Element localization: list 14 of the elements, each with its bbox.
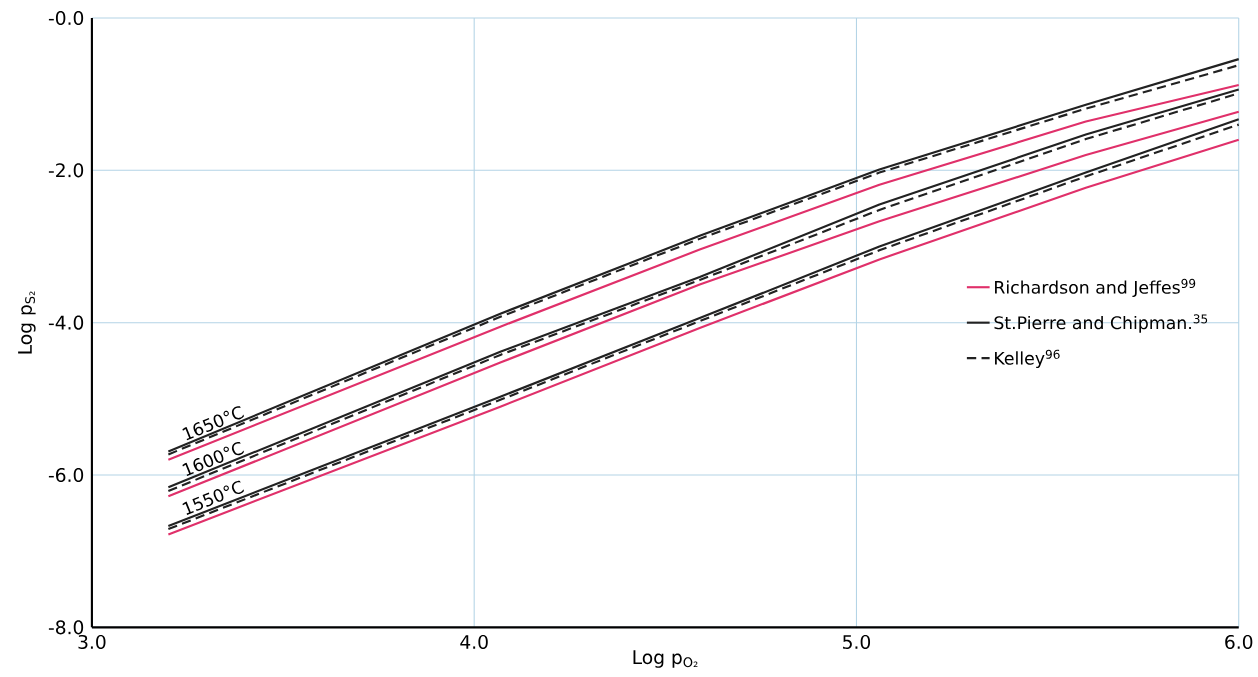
x-tick-label: 3.0 (78, 634, 106, 649)
y-axis-title: Log p$_{S₂}$ (18, 291, 36, 354)
y-tick-label: -0.0 (48, 10, 84, 25)
legend-label: Richardson and Jeffes$^{99}$ (995, 278, 1196, 297)
y-tick-label: -8.0 (48, 620, 84, 635)
y-tick-label: -6.0 (48, 467, 84, 482)
x-axis-title: Log p$_{O₂}$ (633, 650, 698, 668)
legend-label: St.Pierre and Chipman.$^{35}$ (994, 314, 1208, 333)
legend-label: Kelley$^{96}$ (995, 349, 1060, 368)
x-tick-label: 5.0 (843, 634, 871, 649)
y-tick-label: -2.0 (48, 163, 84, 178)
x-tick-label: 4.0 (460, 634, 488, 649)
y-tick-label: -4.0 (48, 315, 84, 330)
x-tick-label: 6.0 (1225, 634, 1253, 649)
